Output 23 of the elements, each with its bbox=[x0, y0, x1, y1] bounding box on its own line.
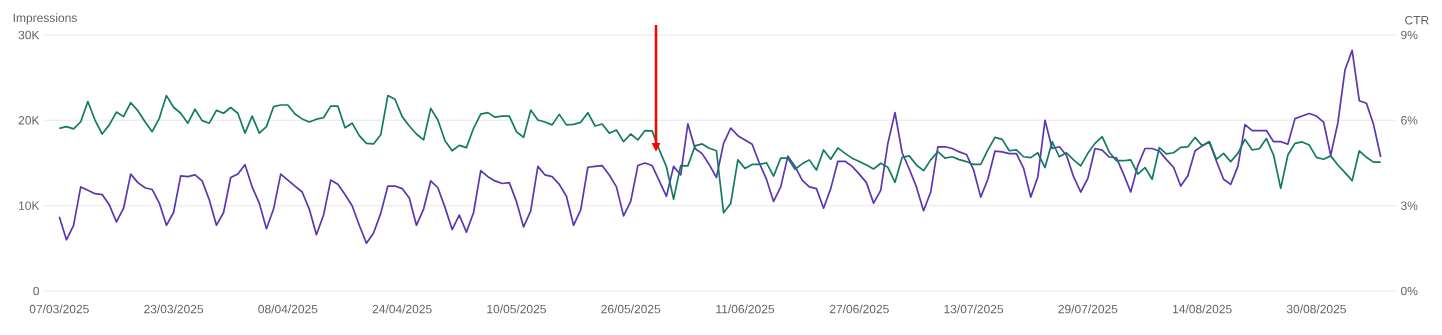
x-tick-label: 30/08/2025 bbox=[1286, 304, 1346, 314]
x-tick-label: 11/06/2025 bbox=[716, 304, 775, 314]
y2-tick-label: 0% bbox=[1401, 286, 1418, 296]
y-axis-title: Impressions bbox=[13, 13, 77, 25]
y-tick-label: 10K bbox=[19, 201, 40, 210]
y2-axis-title: CTR bbox=[1405, 15, 1429, 25]
x-tick-label: 07/03/2025 bbox=[29, 304, 89, 314]
x-tick-label: 24/04/2025 bbox=[372, 304, 432, 314]
x-tick-label: 14/08/2025 bbox=[1173, 304, 1232, 314]
x-tick-label: 26/05/2025 bbox=[601, 304, 661, 314]
x-tick-label: 13/07/2025 bbox=[944, 304, 1004, 314]
y2-tick-label: 3% bbox=[1400, 201, 1418, 210]
x-tick-label: 27/06/2025 bbox=[829, 304, 889, 314]
y2-tick-label: 6% bbox=[1401, 116, 1418, 125]
x-tick-label: 10/05/2025 bbox=[487, 304, 546, 314]
x-tick-label: 23/03/2025 bbox=[144, 304, 204, 314]
x-tick-label: 08/04/2025 bbox=[258, 304, 318, 314]
y-tick-label: 30K bbox=[18, 30, 40, 40]
y-tick-label: 20K bbox=[18, 116, 40, 125]
y2-tick-label: 9% bbox=[1401, 30, 1418, 40]
y-tick-label: 0 bbox=[33, 286, 40, 296]
line-series bbox=[58, 94, 1382, 214]
x-tick-label: 29/07/2025 bbox=[1058, 304, 1118, 314]
